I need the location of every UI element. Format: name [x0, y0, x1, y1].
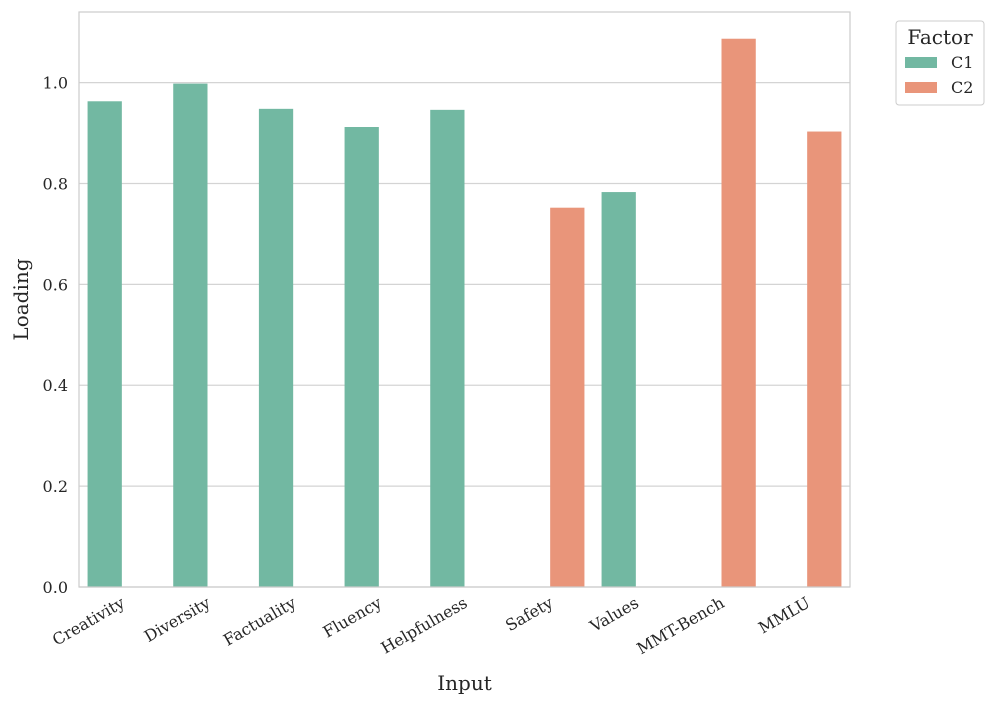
x-tick-label-values: Values	[586, 593, 642, 636]
x-tick-label-creativity: Creativity	[49, 593, 128, 649]
y-tick-label: 1.0	[43, 74, 68, 93]
y-axis-title: Loading	[9, 258, 33, 340]
bar-values-c1	[601, 192, 636, 587]
x-tick-labels: Creativity Diversity Factuality FluencyHelp…	[49, 593, 813, 658]
bar-mmt-bench-c2	[721, 38, 756, 588]
x-tick-label-factuality: Factuality	[220, 593, 299, 650]
bars	[87, 38, 842, 588]
plot-frame	[78, 11, 851, 588]
legend-label-c2: C2	[951, 78, 973, 97]
bar-creativity-c1	[87, 101, 122, 587]
x-tick-label-mmt-bench: MMT-Bench	[633, 593, 727, 658]
y-tick-label: 0.4	[43, 376, 68, 395]
x-tick-label-mmlu: MMLU	[755, 593, 813, 637]
y-tick-label: 0.8	[43, 174, 68, 193]
y-tick-label: 0.2	[43, 477, 68, 496]
x-tick-label-helpfulness: Helpfulness	[378, 593, 471, 658]
y-tick-label: 0.6	[43, 275, 68, 294]
legend-title: Factor	[907, 25, 973, 49]
legend: Factor C1 C2	[895, 20, 985, 106]
legend-swatch-c2	[905, 82, 937, 93]
bar-mmlu-c2	[807, 131, 842, 588]
y-tick-label: 0.0	[43, 578, 68, 597]
bar-diversity-c1	[173, 83, 208, 588]
legend-label-c1: C1	[951, 53, 973, 72]
y-tick-labels: 0.0 0.2 0.4 0.6 0.8 1.0	[43, 74, 68, 597]
bar-safety-c2	[550, 207, 585, 587]
bar-factuality-c1	[258, 108, 294, 587]
legend-swatch-c1	[905, 57, 937, 68]
bar-fluency-c1	[344, 127, 379, 587]
x-tick-label-fluency: Fluency	[320, 593, 385, 642]
x-tick-label-safety: Safety	[502, 593, 556, 635]
bar-helpfulness-c1	[430, 109, 465, 587]
x-tick-label-diversity: Diversity	[141, 593, 214, 646]
x-axis-title: Input	[437, 671, 492, 695]
